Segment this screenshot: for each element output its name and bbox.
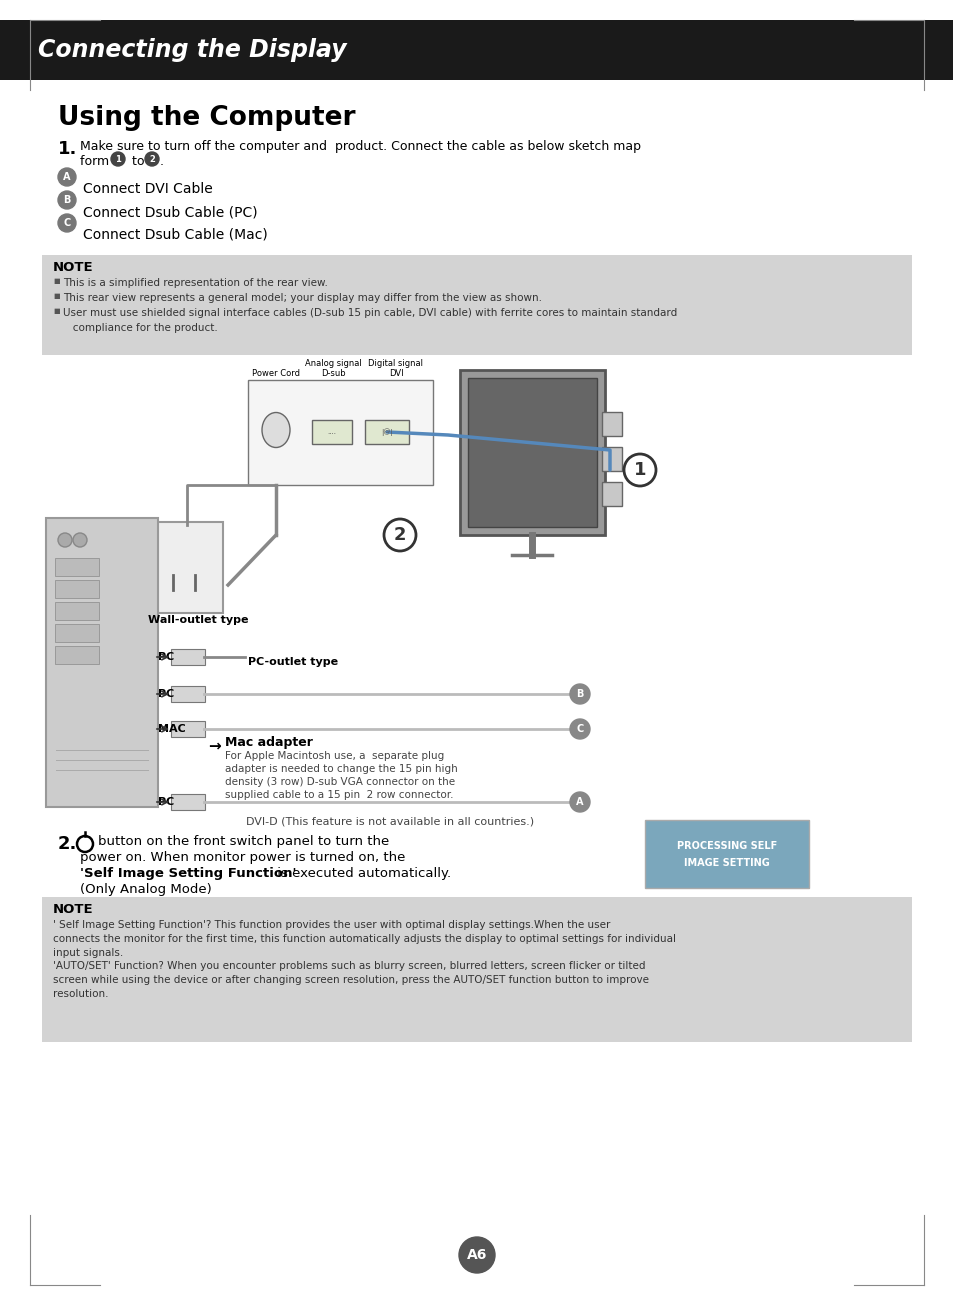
Circle shape xyxy=(73,532,87,547)
FancyBboxPatch shape xyxy=(312,420,352,444)
Text: |@|: |@| xyxy=(381,428,393,436)
Text: For Apple Macintosh use, a  separate plug: For Apple Macintosh use, a separate plug xyxy=(225,750,444,761)
Text: Connect DVI Cable: Connect DVI Cable xyxy=(83,181,213,196)
Text: A: A xyxy=(576,797,583,806)
Text: ' Self Image Setting Function'? This function provides the user with optimal dis: ' Self Image Setting Function'? This fun… xyxy=(53,920,610,930)
Text: Digital signal
DVI: Digital signal DVI xyxy=(368,359,423,378)
Text: to: to xyxy=(128,155,149,168)
Text: C: C xyxy=(63,218,71,228)
FancyBboxPatch shape xyxy=(42,897,911,1041)
Text: PC-outlet type: PC-outlet type xyxy=(248,656,337,667)
FancyBboxPatch shape xyxy=(644,820,808,887)
Text: (Only Analog Mode): (Only Analog Mode) xyxy=(80,883,212,897)
Text: 1: 1 xyxy=(633,461,645,479)
Text: ■: ■ xyxy=(53,294,59,299)
Circle shape xyxy=(458,1237,495,1272)
Text: 1: 1 xyxy=(115,154,121,163)
Text: Connecting the Display: Connecting the Display xyxy=(38,38,346,63)
Text: 'AUTO/SET' Function? When you encounter problems such as blurry screen, blurred : 'AUTO/SET' Function? When you encounter … xyxy=(53,962,645,971)
FancyBboxPatch shape xyxy=(601,448,621,471)
FancyBboxPatch shape xyxy=(601,482,621,506)
Text: 2: 2 xyxy=(149,154,154,163)
Text: adapter is needed to change the 15 pin high: adapter is needed to change the 15 pin h… xyxy=(225,763,457,774)
Ellipse shape xyxy=(262,412,290,448)
Circle shape xyxy=(384,519,416,551)
Text: This rear view represents a general model; your display may differ from the view: This rear view represents a general mode… xyxy=(63,294,541,303)
Text: power on. When monitor power is turned on, the: power on. When monitor power is turned o… xyxy=(80,851,405,864)
Circle shape xyxy=(111,151,125,166)
Text: Using the Computer: Using the Computer xyxy=(58,104,355,130)
FancyBboxPatch shape xyxy=(601,412,621,436)
Text: PROCESSING SELF: PROCESSING SELF xyxy=(677,840,777,851)
Text: 1.: 1. xyxy=(58,140,77,158)
Text: Make sure to turn off the computer and  product. Connect the cable as below sket: Make sure to turn off the computer and p… xyxy=(80,140,640,153)
Text: A6: A6 xyxy=(466,1248,487,1262)
Text: PC: PC xyxy=(158,689,174,699)
Text: Connect Dsub Cable (Mac): Connect Dsub Cable (Mac) xyxy=(83,228,268,241)
Text: C: C xyxy=(576,724,583,733)
FancyBboxPatch shape xyxy=(152,522,223,613)
FancyBboxPatch shape xyxy=(42,254,911,355)
FancyBboxPatch shape xyxy=(0,20,953,80)
Text: resolution.: resolution. xyxy=(53,989,109,1000)
Circle shape xyxy=(569,792,589,812)
Text: User must use shielded signal interface cables (D-sub 15 pin cable, DVI cable) w: User must use shielded signal interface … xyxy=(63,308,677,318)
FancyBboxPatch shape xyxy=(171,720,205,737)
Text: supplied cable to a 15 pin  2 row connector.: supplied cable to a 15 pin 2 row connect… xyxy=(225,790,453,800)
Text: A: A xyxy=(63,172,71,181)
Text: input signals.: input signals. xyxy=(53,947,123,958)
Text: Connect Dsub Cable (PC): Connect Dsub Cable (PC) xyxy=(83,205,257,219)
FancyBboxPatch shape xyxy=(55,624,99,642)
Circle shape xyxy=(569,684,589,703)
Text: 'Self Image Setting Function': 'Self Image Setting Function' xyxy=(80,867,296,880)
FancyBboxPatch shape xyxy=(171,793,205,810)
Text: ....: .... xyxy=(327,429,336,435)
Text: ■: ■ xyxy=(53,308,59,315)
Text: screen while using the device or after changing screen resolution, press the AUT: screen while using the device or after c… xyxy=(53,975,648,985)
Text: MAC: MAC xyxy=(158,724,186,733)
Text: .: . xyxy=(160,155,164,168)
Circle shape xyxy=(145,151,159,166)
Circle shape xyxy=(623,454,656,485)
Text: Wall-outlet type: Wall-outlet type xyxy=(148,615,248,625)
Text: DVI-D (This feature is not available in all countries.): DVI-D (This feature is not available in … xyxy=(246,817,534,827)
FancyBboxPatch shape xyxy=(55,646,99,664)
FancyBboxPatch shape xyxy=(55,559,99,576)
FancyBboxPatch shape xyxy=(468,378,597,527)
Text: Analog signal
D-sub: Analog signal D-sub xyxy=(304,359,361,378)
Text: density (3 row) D-sub VGA connector on the: density (3 row) D-sub VGA connector on t… xyxy=(225,776,455,787)
FancyBboxPatch shape xyxy=(365,420,409,444)
Text: This is a simplified representation of the rear view.: This is a simplified representation of t… xyxy=(63,278,328,288)
Text: B: B xyxy=(63,194,71,205)
FancyBboxPatch shape xyxy=(46,518,158,806)
FancyBboxPatch shape xyxy=(248,380,433,485)
Text: compliance for the product.: compliance for the product. xyxy=(63,324,217,333)
Text: form: form xyxy=(80,155,113,168)
Text: Power Cord: Power Cord xyxy=(252,369,299,378)
Text: is executed automatically.: is executed automatically. xyxy=(273,867,451,880)
FancyBboxPatch shape xyxy=(55,602,99,620)
Text: PC: PC xyxy=(158,797,174,806)
Text: →: → xyxy=(208,739,220,753)
Circle shape xyxy=(58,214,76,232)
Text: NOTE: NOTE xyxy=(53,903,93,916)
Text: 2.: 2. xyxy=(58,835,77,853)
Circle shape xyxy=(58,168,76,187)
Circle shape xyxy=(58,532,71,547)
Text: B: B xyxy=(576,689,583,699)
FancyBboxPatch shape xyxy=(459,371,604,535)
Text: NOTE: NOTE xyxy=(53,261,93,274)
Text: button on the front switch panel to turn the: button on the front switch panel to turn… xyxy=(98,835,389,848)
Text: IMAGE SETTING: IMAGE SETTING xyxy=(683,857,769,868)
Text: PC: PC xyxy=(158,652,174,662)
Text: 2: 2 xyxy=(394,526,406,544)
Circle shape xyxy=(569,719,589,739)
FancyBboxPatch shape xyxy=(171,686,205,702)
Text: ■: ■ xyxy=(53,278,59,284)
Circle shape xyxy=(58,191,76,209)
FancyBboxPatch shape xyxy=(171,649,205,666)
FancyBboxPatch shape xyxy=(55,579,99,598)
Text: connects the monitor for the first time, this function automatically adjusts the: connects the monitor for the first time,… xyxy=(53,934,676,944)
Text: Mac adapter: Mac adapter xyxy=(225,736,313,749)
